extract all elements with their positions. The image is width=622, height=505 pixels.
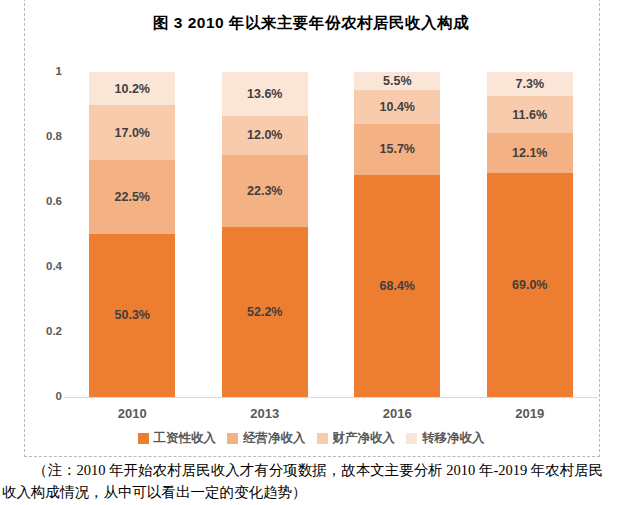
bar-segment-2016-经营净收入: 15.7% — [354, 124, 440, 175]
y-axis-tick-1: 1 — [18, 65, 62, 77]
bar-slot-2010: 50.3% 22.5% 17.0% 10.2% — [66, 72, 199, 397]
legend-item-工资性收入: 工资性收入 — [138, 430, 217, 447]
legend-swatch-icon — [227, 433, 238, 444]
legend-label: 财产净收入 — [333, 430, 396, 447]
y-axis-ticks: 1 0.8 0.6 0.4 0.2 0 — [18, 0, 62, 460]
y-axis-tick-0.2: 0.2 — [18, 325, 62, 337]
bar-segment-2010-转移净收入: 10.2% — [89, 72, 175, 105]
chart-title: 图 3 2010 年以来主要年份农村居民收入构成 — [24, 13, 598, 34]
legend-label: 工资性收入 — [154, 430, 217, 447]
bar-value-label: 69.0% — [512, 278, 547, 292]
bar-segment-2010-工资性收入: 50.3% — [89, 234, 175, 397]
y-axis-tick-0.4: 0.4 — [18, 260, 62, 272]
legend-item-转移净收入: 转移净收入 — [406, 430, 485, 447]
bar-segment-2010-经营净收入: 22.5% — [89, 160, 175, 233]
plot-area: 50.3% 22.5% 17.0% 10.2% 52.2% 22.3% 12.0% 13.6%… — [66, 72, 596, 397]
legend-label: 转移净收入 — [422, 430, 485, 447]
stacked-bar-2010: 50.3% 22.5% 17.0% 10.2% — [89, 72, 175, 397]
bar-value-label: 22.3% — [247, 184, 282, 198]
x-axis-label-2016: 2016 — [331, 406, 464, 421]
x-axis-label-2019: 2019 — [464, 406, 597, 421]
bar-value-label: 10.2% — [115, 82, 150, 96]
bar-value-label: 7.3% — [516, 77, 545, 91]
legend: 工资性收入 经营净收入 财产净收入 转移净收入 — [24, 430, 598, 447]
bar-value-label: 15.7% — [380, 142, 415, 156]
note-line-2: 收入构成情况，从中可以看出一定的变化趋势） — [2, 481, 620, 503]
bar-slot-2019: 69.0% 12.1% 11.6% 7.3% — [464, 72, 597, 397]
bar-segment-2019-经营净收入: 12.1% — [487, 133, 573, 172]
bar-segment-2013-转移净收入: 13.6% — [222, 72, 308, 116]
y-axis-tick-0.6: 0.6 — [18, 195, 62, 207]
bar-value-label: 50.3% — [115, 308, 150, 322]
bar-value-label: 12.1% — [512, 146, 547, 160]
bar-slot-2013: 52.2% 22.3% 12.0% 13.6% — [199, 72, 332, 397]
legend-item-经营净收入: 经营净收入 — [227, 430, 306, 447]
bar-value-label: 11.6% — [512, 108, 547, 122]
x-axis-label-2010: 2010 — [66, 406, 199, 421]
stacked-bar-2013: 52.2% 22.3% 12.0% 13.6% — [222, 72, 308, 397]
legend-label: 经营净收入 — [243, 430, 306, 447]
note-text: （注：2010 年开始农村居民收入才有分项数据，故本文主要分析 2010 年-2… — [2, 459, 620, 503]
bar-segment-2013-工资性收入: 52.2% — [222, 227, 308, 397]
bar-segment-2016-转移净收入: 5.5% — [354, 72, 440, 90]
note-line-1: （注：2010 年开始农村居民收入才有分项数据，故本文主要分析 2010 年-2… — [2, 459, 620, 481]
bar-value-label: 68.4% — [380, 279, 415, 293]
bar-segment-2016-工资性收入: 68.4% — [354, 175, 440, 397]
bar-segment-2013-财产净收入: 12.0% — [222, 116, 308, 155]
bar-value-label: 12.0% — [247, 128, 282, 142]
legend-item-财产净收入: 财产净收入 — [317, 430, 396, 447]
stacked-bar-2016: 68.4% 15.7% 10.4% 5.5% — [354, 72, 440, 397]
bar-value-label: 5.5% — [383, 74, 412, 88]
stacked-bar-2019: 69.0% 12.1% 11.6% 7.3% — [487, 72, 573, 397]
x-axis-line — [64, 397, 598, 398]
bar-segment-2019-工资性收入: 69.0% — [487, 173, 573, 397]
bar-value-label: 10.4% — [380, 100, 415, 114]
bar-segment-2016-财产净收入: 10.4% — [354, 90, 440, 124]
x-axis-label-2013: 2013 — [199, 406, 332, 421]
legend-swatch-icon — [317, 433, 328, 444]
y-axis-tick-0.8: 0.8 — [18, 130, 62, 142]
bar-value-label: 52.2% — [247, 305, 282, 319]
bar-value-label: 17.0% — [115, 126, 150, 140]
document-page: 图 3 2010 年以来主要年份农村居民收入构成 10.80.60.40.20 … — [0, 0, 622, 505]
legend-swatch-icon — [138, 433, 149, 444]
bar-segment-2019-转移净收入: 7.3% — [487, 72, 573, 96]
bar-segment-2019-财产净收入: 11.6% — [487, 96, 573, 134]
bar-value-label: 22.5% — [115, 190, 150, 204]
bar-slot-2016: 68.4% 15.7% 10.4% 5.5% — [331, 72, 464, 397]
y-axis-tick-0: 0 — [18, 390, 62, 402]
legend-swatch-icon — [406, 433, 417, 444]
bar-value-label: 13.6% — [247, 87, 282, 101]
x-axis-labels: 2010201320162019 — [66, 406, 596, 421]
bar-segment-2010-财产净收入: 17.0% — [89, 105, 175, 160]
bar-segment-2013-经营净收入: 22.3% — [222, 155, 308, 227]
